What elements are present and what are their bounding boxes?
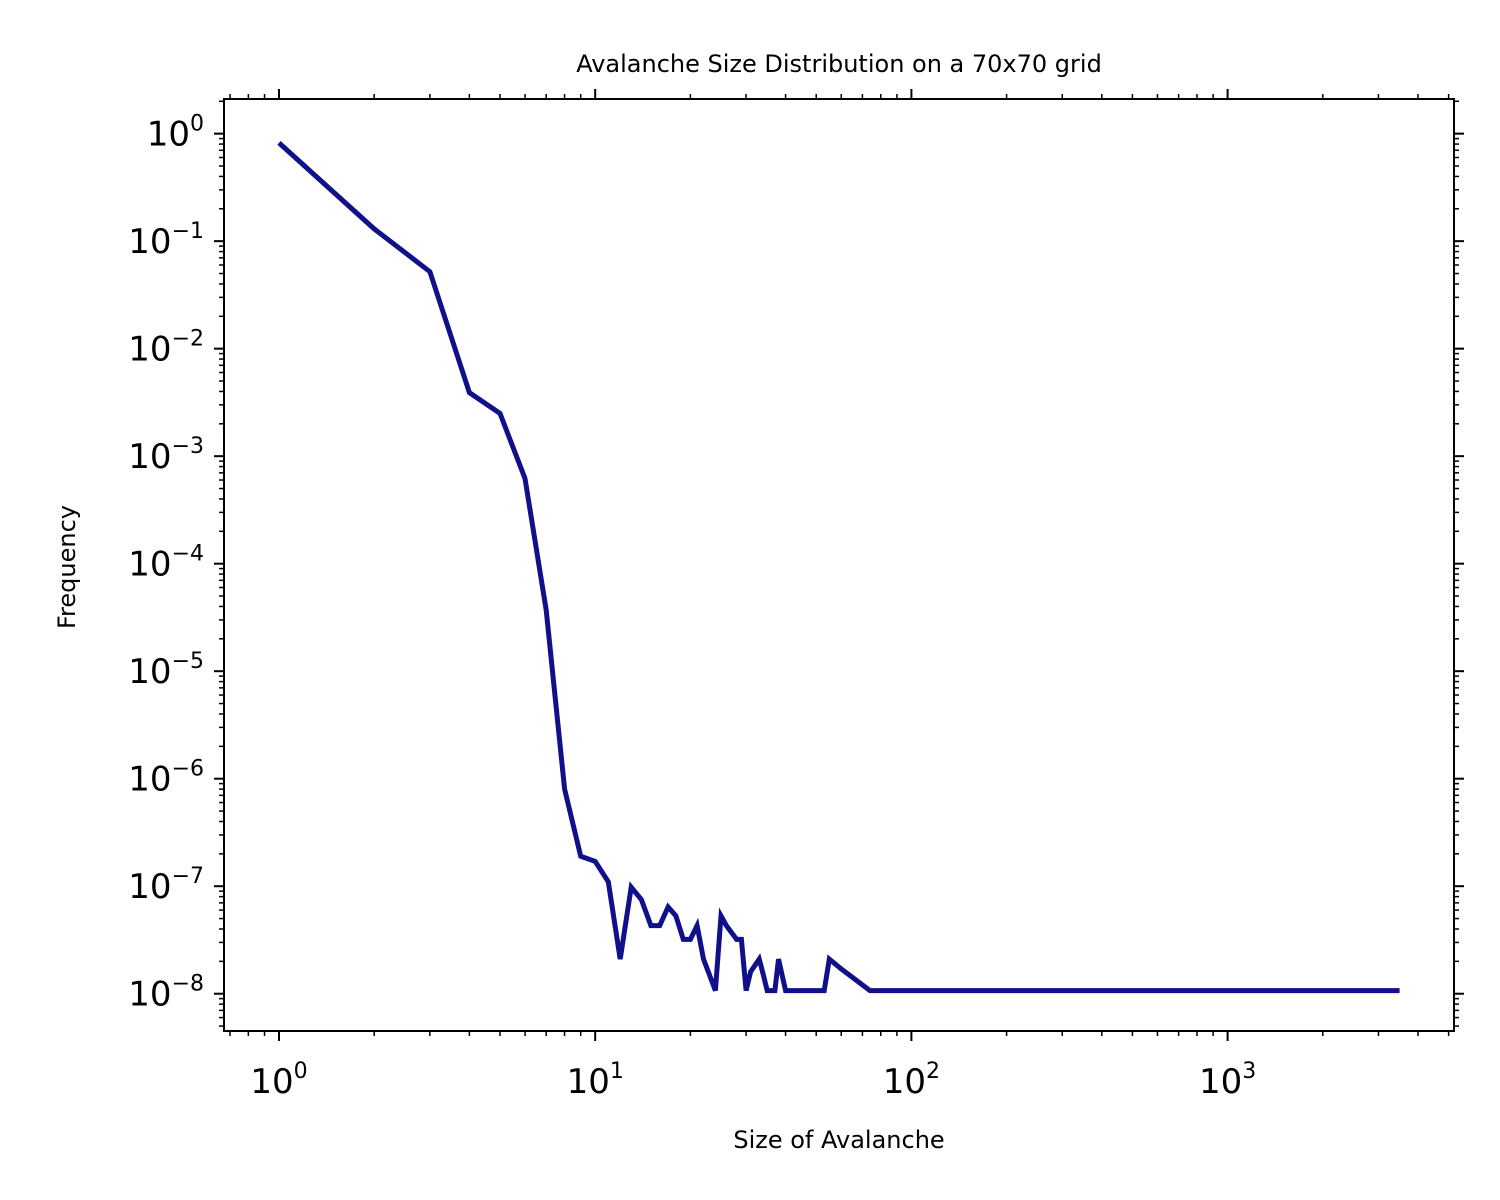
x-tick-label: 103 (1199, 1059, 1256, 1102)
x-tick-label: 100 (250, 1059, 307, 1102)
y-axis-label: Frequency (53, 505, 81, 629)
series-line (277, 141, 1400, 994)
x-tick-label: 101 (567, 1059, 624, 1102)
y-tick-label: 10−2 (128, 327, 204, 370)
series-layer (277, 141, 1400, 994)
y-tick-label: 100 (147, 112, 204, 155)
ticks: 100 101 102 103 100 10−1 10−2 10−3 10−4 10−5 10−6 1… (128, 89, 1464, 1102)
y-tick-label: 10−3 (128, 434, 204, 477)
x-tick-label: 102 (883, 1059, 940, 1102)
y-tick-label: 10−6 (128, 757, 204, 800)
chart-title: Avalanche Size Distribution on a 70x70 g… (576, 50, 1102, 78)
y-tick-label: 10−1 (128, 219, 204, 262)
x-axis-label: Size of Avalanche (733, 1126, 944, 1154)
y-tick-label: 10−4 (128, 542, 204, 585)
y-tick-label: 10−7 (128, 864, 204, 907)
plot-frame (223, 98, 1455, 1032)
y-tick-label: 10−8 (128, 972, 204, 1015)
y-tick-label: 10−5 (128, 649, 204, 692)
